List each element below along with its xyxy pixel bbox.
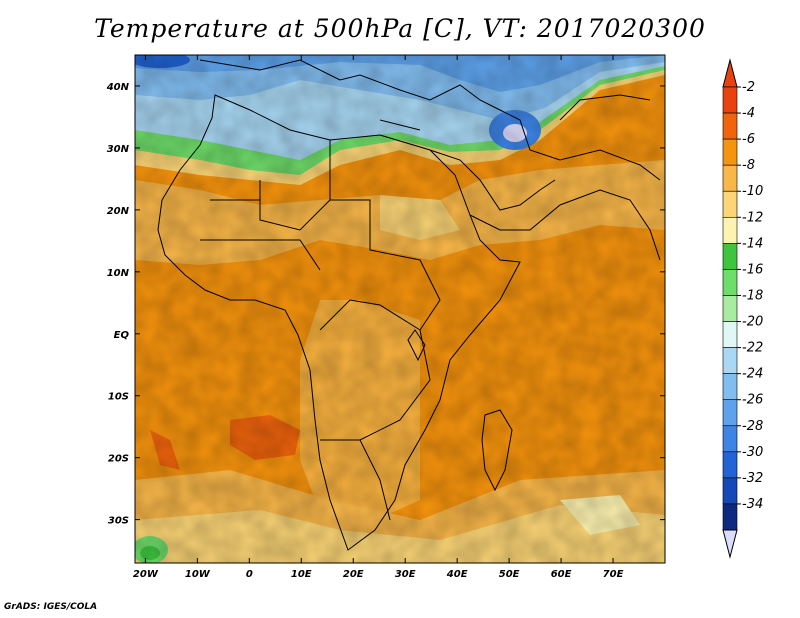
colorbar-swatch <box>722 477 738 505</box>
lat-tick-label: EQ <box>114 330 130 341</box>
colorbar-swatch <box>722 321 738 348</box>
lon-tick-label: 0 <box>246 569 253 580</box>
lat-tick-label: 20S <box>108 454 129 465</box>
colorbar-label: -24 <box>742 367 763 382</box>
colorbar-swatch <box>722 451 738 479</box>
colorbar-label: -28 <box>742 419 763 434</box>
lon-tick-label: 20E <box>343 569 364 580</box>
colorbar-swatch <box>722 190 738 218</box>
colorbar: -2 -4 -6 -8 -10 -12 -14 -16 -18 -20 -22 -24 -26 -28 -3… <box>722 58 763 559</box>
colorbar-label: -8 <box>742 158 755 173</box>
lon-tick-label: 20W <box>133 569 159 580</box>
colorbar-swatch <box>722 399 738 427</box>
lon-tick-label: 10E <box>291 569 312 580</box>
lat-tick-label: 40N <box>106 82 130 93</box>
colorbar-label: -2 <box>742 80 755 95</box>
colorbar-top-triangle <box>722 58 738 88</box>
longitude-axis: 20W 10W 0 10E 20E 30E 40E 50E 60E 70E <box>133 55 624 580</box>
lon-tick-label: 40E <box>446 569 468 580</box>
colorbar-label: -12 <box>742 210 763 225</box>
colorbar-swatch <box>722 138 738 166</box>
plot-frame <box>134 54 666 564</box>
lon-tick-label: 60E <box>551 569 572 580</box>
colorbar-label: -32 <box>742 471 763 486</box>
lon-tick-label: 70E <box>603 569 624 580</box>
chart-title: Temperature at 500hPa [C], VT: 201702030… <box>94 14 706 43</box>
lon-tick-label: 10W <box>185 569 211 580</box>
colorbar-swatch <box>722 216 738 244</box>
coastlines <box>157 59 661 551</box>
lat-tick-label: 10S <box>108 392 129 403</box>
colorbar-label: -30 <box>742 445 763 460</box>
colorbar-swatch <box>722 164 738 192</box>
colorbar-swatch <box>722 503 738 531</box>
colorbar-label: -18 <box>742 288 763 303</box>
colorbar-swatch <box>722 295 738 322</box>
colorbar-swatch <box>722 269 738 296</box>
colorbar-swatch <box>722 373 738 401</box>
colorbar-label: -14 <box>742 236 763 251</box>
credit-label: GrADS: IGES/COLA <box>4 602 98 612</box>
colorbar-label: -4 <box>742 106 755 121</box>
lat-tick-label: 30N <box>107 144 130 155</box>
colorbar-label: -20 <box>742 315 763 330</box>
lat-tick-label: 10N <box>107 268 130 279</box>
latitude-axis: 40N 30N 20N 10N EQ 10S 20S 30S <box>106 82 665 527</box>
temperature-field <box>135 55 665 563</box>
colorbar-label: -16 <box>742 262 763 277</box>
lat-tick-label: 30S <box>108 516 129 527</box>
lon-tick-label: 30E <box>395 569 416 580</box>
colorbar-swatch <box>722 243 738 270</box>
colorbar-label: -26 <box>742 393 763 408</box>
colorbar-swatch <box>722 112 738 140</box>
colorbar-label: -10 <box>742 184 763 199</box>
lon-tick-label: 50E <box>499 569 520 580</box>
colorbar-label: -34 <box>742 497 763 512</box>
colorbar-swatch <box>722 86 738 114</box>
colorbar-label: -22 <box>742 341 763 356</box>
colorbar-swatch <box>722 425 738 453</box>
lat-tick-label: 20N <box>107 206 130 217</box>
colorbar-bottom-triangle <box>722 529 738 559</box>
colorbar-swatch <box>722 347 738 374</box>
colorbar-label: -6 <box>742 132 755 147</box>
